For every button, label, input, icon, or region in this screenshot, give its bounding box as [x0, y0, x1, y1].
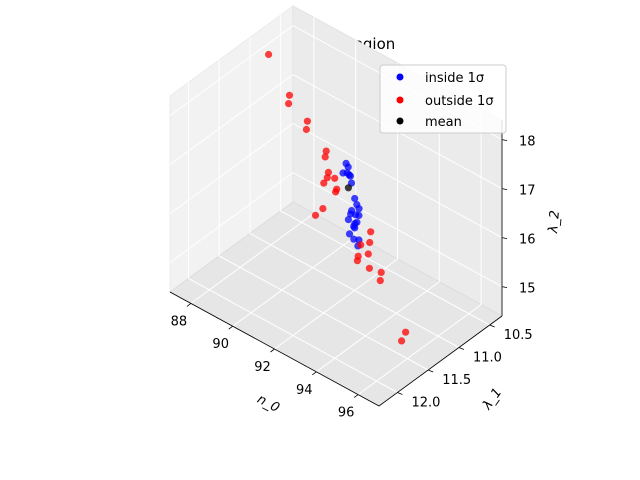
z-tick [501, 139, 508, 141]
legend: inside 1σ outside 1σ mean [379, 64, 507, 134]
data-point-inside [339, 169, 347, 177]
gridline-y [249, 37, 460, 348]
gridline-y [218, 60, 429, 371]
data-point-outside [319, 205, 327, 213]
data-point-outside [320, 179, 328, 187]
z-axis-label: λ_2 [546, 210, 563, 235]
x-tick [312, 371, 317, 376]
data-point-outside [367, 228, 375, 236]
data-point-outside [321, 153, 329, 161]
data-point-outside [377, 268, 385, 276]
gridline-z [169, 172, 503, 288]
data-point-outside [376, 277, 384, 285]
data-point-inside [344, 163, 352, 171]
legend-frame [379, 64, 507, 134]
gridline-z [169, 123, 503, 239]
x-tick-label: 92 [254, 360, 271, 375]
ticks [186, 139, 508, 398]
data-point-outside [285, 91, 294, 99]
x-tick-label: 88 [171, 314, 188, 329]
y-axis-line [378, 315, 503, 407]
data-point-outside [302, 125, 310, 134]
legend-label-outside: outside 1σ [425, 94, 494, 109]
x-tick-labels: 88 90 92 94 96 [171, 314, 355, 420]
y-tick [489, 324, 495, 328]
legend-marker-inside [396, 73, 404, 81]
data-point-inside [346, 172, 354, 180]
x-tick [186, 303, 192, 307]
data-point-outside [398, 337, 406, 345]
data-point-outside [332, 188, 340, 196]
gridline-y [280, 15, 490, 326]
y-tick [397, 392, 403, 395]
x-tick [270, 348, 275, 353]
x-tick-label: 94 [296, 383, 313, 398]
data-point-outside [322, 147, 330, 155]
data-point-outside [285, 100, 293, 108]
data-point-outside [365, 264, 373, 272]
data-point-inside [344, 216, 352, 224]
y-tick [458, 347, 465, 350]
x-tick [353, 394, 359, 398]
data-point-outside [402, 328, 410, 336]
z-tick [501, 237, 508, 239]
gridline-y [188, 82, 398, 393]
y-tick-label: 12.0 [412, 396, 441, 411]
y-tick-label: 11.0 [473, 351, 502, 366]
x-tick-label: 96 [338, 406, 355, 421]
data-point-inside [355, 205, 363, 213]
data-points [265, 50, 410, 345]
data-point-outside [364, 250, 372, 258]
y-tick-labels: 10.5 11.0 11.5 12.0 [412, 328, 533, 411]
legend-label-inside: inside 1σ [425, 71, 484, 86]
data-point-inside [347, 210, 355, 218]
data-point-inside [351, 224, 359, 232]
z-tick-label: 17 [519, 184, 536, 199]
z-tick-label: 16 [519, 233, 536, 248]
z-tick-label: 18 [519, 135, 536, 150]
z-tick-label: 15 [519, 282, 536, 297]
data-point-inside [345, 230, 354, 238]
data-point-outside [323, 174, 331, 182]
gridline-x [357, 108, 482, 396]
legend-label-mean: mean [425, 115, 462, 130]
x-tick-label: 90 [212, 337, 229, 352]
data-point-outside [331, 174, 339, 182]
data-point-outside [366, 238, 374, 247]
z-tick [501, 286, 508, 288]
y-tick [428, 369, 434, 373]
data-point-outside [357, 241, 365, 249]
y-tick-label: 11.5 [442, 373, 471, 388]
x-tick [228, 325, 233, 330]
legend-marker-outside [396, 96, 404, 104]
legend-marker-mean [396, 117, 404, 125]
data-point-inside [350, 235, 358, 243]
data-point-outside [303, 117, 311, 125]
data-point-outside [265, 50, 273, 59]
data-point-inside [351, 194, 359, 203]
data-point-outside [311, 211, 320, 219]
gridline-z [169, 74, 503, 190]
z-tick-labels: 15 16 17 18 [519, 135, 536, 297]
y-tick-label: 10.5 [504, 328, 533, 343]
z-tick [501, 188, 508, 190]
gridline-x [316, 85, 440, 373]
data-point-outside [353, 257, 361, 265]
data-point-mean [344, 184, 352, 192]
